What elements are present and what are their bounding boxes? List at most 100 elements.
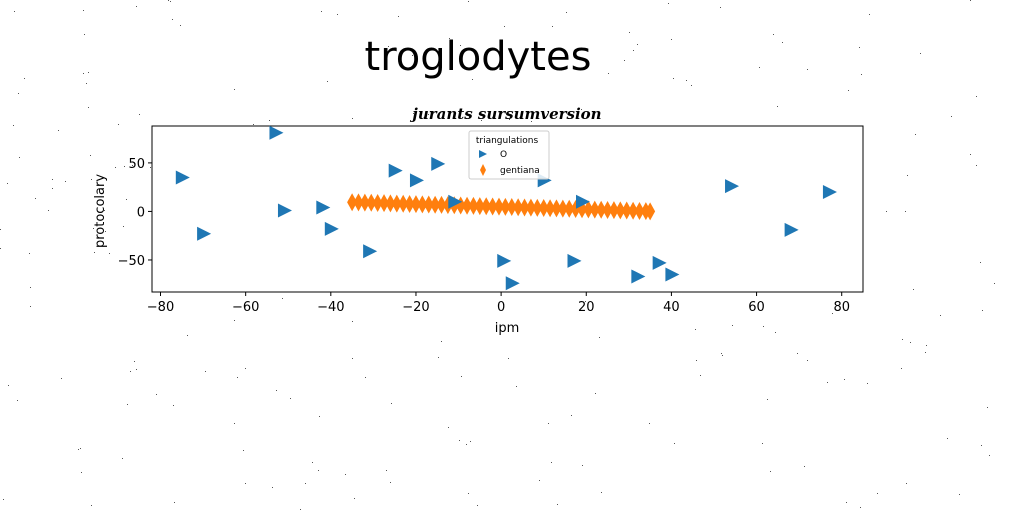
- speckle-dot: [139, 114, 140, 115]
- speckle-dot: [80, 448, 81, 449]
- speckle-dot: [365, 377, 366, 378]
- series-O: [175, 125, 837, 291]
- speckle-dot: [481, 120, 482, 121]
- x-tick-label: 20: [578, 300, 595, 315]
- x-tick-label: 0: [497, 300, 505, 315]
- speckle-dot: [123, 226, 124, 227]
- speckle-dot: [124, 166, 125, 167]
- speckle-dot: [388, 46, 389, 47]
- speckle-dot: [700, 375, 701, 376]
- data-point-gentiana: [366, 193, 377, 212]
- speckle-dot: [234, 89, 235, 90]
- speckle-dot: [412, 55, 413, 56]
- data-point-O: [431, 156, 446, 171]
- speckle-dot: [976, 165, 977, 166]
- data-point-O: [576, 194, 591, 209]
- x-tick-label: −40: [317, 300, 344, 315]
- speckle-dot: [136, 6, 137, 7]
- speckle-dot: [52, 188, 53, 189]
- x-axis-label: ipm: [495, 321, 520, 336]
- speckle-dot: [566, 12, 567, 13]
- data-point-gentiana: [372, 193, 383, 212]
- data-point-O: [277, 203, 292, 218]
- speckle-dot: [848, 90, 849, 91]
- speckle-dot: [861, 74, 862, 75]
- speckle-dot: [601, 492, 602, 493]
- data-point-gentiana: [487, 197, 498, 216]
- speckle-dot: [516, 386, 517, 387]
- speckle-dot: [459, 440, 460, 441]
- chart-suptitle: troglodytes: [365, 34, 592, 80]
- speckle-dot: [18, 93, 19, 94]
- speckle-dot: [354, 498, 355, 499]
- speckle-dot: [337, 14, 338, 15]
- data-point-gentiana: [538, 199, 549, 218]
- speckle-dot: [901, 368, 902, 369]
- background-speckle: [0, 0, 995, 510]
- speckle-dot: [455, 118, 456, 119]
- speckle-dot: [8, 385, 9, 386]
- speckle-dot: [88, 107, 89, 108]
- speckle-dot: [970, 154, 971, 155]
- data-point-O: [175, 170, 190, 185]
- speckle-dot: [3, 499, 4, 500]
- data-point-O: [784, 222, 799, 237]
- speckle-dot: [428, 114, 429, 115]
- data-point-O: [497, 253, 512, 268]
- data-point-gentiana: [359, 193, 370, 212]
- chart-title: jurants sursumversion: [409, 105, 601, 123]
- speckle-dot: [345, 474, 346, 475]
- data-point-gentiana: [391, 194, 402, 213]
- legend-marker-O: [479, 150, 487, 158]
- speckle-dot: [78, 449, 79, 450]
- speckle-dot: [832, 313, 833, 314]
- speckle-dot: [696, 360, 697, 361]
- speckle-dot: [327, 81, 328, 82]
- speckle-dot: [130, 371, 131, 372]
- speckle-dot: [915, 134, 916, 135]
- x-tick-label: 60: [748, 300, 765, 315]
- speckle-dot: [84, 34, 85, 35]
- speckle-dot: [276, 390, 277, 391]
- speckle-dot: [674, 443, 675, 444]
- speckle-dot: [869, 14, 870, 15]
- data-point-gentiana: [493, 197, 504, 216]
- speckle-dot: [234, 423, 235, 424]
- speckle-dot: [173, 405, 174, 406]
- speckle-dot: [557, 504, 558, 505]
- data-point-gentiana: [525, 198, 536, 217]
- data-point-O: [725, 179, 740, 194]
- data-point-gentiana: [608, 201, 619, 220]
- speckle-dot: [970, 0, 971, 1]
- data-point-gentiana: [545, 199, 556, 218]
- legend-box: [468, 130, 550, 180]
- speckle-dot: [468, 493, 469, 494]
- speckle-dot: [671, 39, 672, 40]
- speckle-dot: [253, 124, 254, 125]
- speckle-dot: [29, 253, 30, 254]
- speckle-dot: [35, 198, 36, 199]
- speckle-dot: [168, 0, 169, 1]
- x-tick-label: −20: [402, 300, 429, 315]
- speckle-dot: [19, 157, 20, 158]
- data-point-O: [363, 244, 378, 259]
- speckle-dot: [759, 67, 760, 68]
- speckle-dot: [24, 78, 25, 79]
- speckle-dot: [762, 443, 763, 444]
- speckle-dot: [391, 403, 392, 404]
- speckle-dot: [860, 507, 861, 508]
- legend-label-gentiana: gentiana: [500, 166, 540, 176]
- speckle-dot: [926, 345, 927, 346]
- speckle-dot: [599, 337, 600, 338]
- speckle-dot: [539, 480, 540, 481]
- speckle-dot: [115, 167, 116, 168]
- legend: triangulations O gentiana: [468, 130, 550, 180]
- data-point-gentiana: [398, 194, 409, 213]
- speckle-dot: [859, 47, 860, 48]
- speckle-dot: [398, 16, 399, 17]
- x-axis: −80 −60 −40 −20 0 20 40 60 80: [147, 292, 850, 315]
- speckle-dot: [245, 368, 246, 369]
- speckle-dot: [245, 483, 246, 484]
- speckle-dot: [170, 1, 171, 2]
